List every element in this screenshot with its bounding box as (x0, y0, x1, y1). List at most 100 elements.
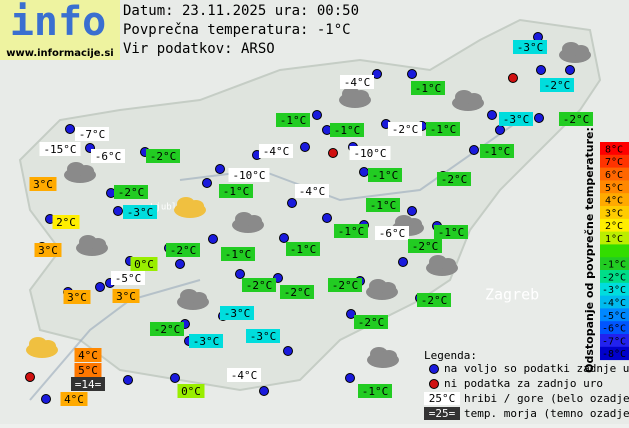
station-dot (407, 69, 417, 79)
scale-label: -1°C (602, 260, 626, 271)
legend-text: temp. morja (temno ozadje) (464, 407, 629, 420)
scale-label: -8°C (602, 349, 626, 360)
station-label-bg (123, 205, 157, 219)
station-dot (113, 206, 123, 216)
station-label-bg (52, 215, 80, 229)
station-label: -3°C (250, 330, 277, 343)
station-label: -1°C (225, 248, 252, 261)
station-label: -3°C (224, 307, 251, 320)
station-dot (565, 65, 575, 75)
station-label: -1°C (438, 226, 465, 239)
scale-cell (600, 270, 629, 284)
station-label-bg (111, 271, 145, 285)
scale-cell (600, 218, 629, 233)
station-label: -4°C (344, 76, 371, 89)
scale-cell (600, 257, 629, 271)
scale-cell (600, 180, 629, 194)
station-dot (487, 110, 497, 120)
station-label-bg (114, 185, 148, 199)
scale-label: 5°C (605, 183, 623, 194)
scale-label: -6°C (602, 324, 626, 335)
station-label: 0°C (134, 258, 154, 271)
station-dot (279, 233, 289, 243)
station-label: -2°C (284, 286, 311, 299)
legend-sample: 25°C (429, 392, 456, 405)
station-label: -2°C (246, 279, 273, 292)
station-label: -1°C (223, 185, 250, 198)
scale-title: Odstopanje od povprečne temperature: (583, 127, 596, 373)
scale-cell (600, 346, 629, 361)
station-label-bg (334, 224, 368, 238)
cloud-icon (573, 45, 589, 57)
scale-cell (600, 295, 629, 309)
station-label: -1°C (430, 123, 457, 136)
station-dot-missing (328, 148, 338, 158)
scale-cell (600, 231, 629, 245)
scale-cell (600, 321, 629, 335)
station-label-bg (74, 348, 102, 362)
station-label-bg (295, 184, 329, 198)
station-label: 0°C (181, 385, 201, 398)
cloud-icon (246, 215, 262, 227)
scale-label: 4°C (605, 196, 623, 207)
legend-red-dot (429, 379, 439, 389)
station-label: -2°C (563, 113, 590, 126)
station-label-bg (559, 112, 593, 126)
station-label: -2°C (332, 279, 359, 292)
station-label-bg (112, 289, 140, 303)
logo-bg (0, 0, 120, 60)
station-label-bg (276, 113, 310, 127)
place-label: Zagreb (485, 286, 539, 304)
station-label-bg (146, 149, 180, 163)
station-label-bg (408, 239, 442, 253)
station-label-bg (417, 293, 451, 307)
station-label-bg (166, 243, 200, 257)
scale-label: 1°C (605, 234, 623, 245)
station-label-bg (366, 198, 400, 212)
station-label: =14= (75, 378, 102, 391)
station-label: -10°C (353, 147, 386, 160)
station-label-bg (499, 112, 533, 126)
station-dot (534, 113, 544, 123)
station-dot (398, 257, 408, 267)
station-label-bg (177, 384, 205, 398)
legend-text: hribi / gore (belo ozadje) (464, 392, 629, 405)
station-dot (495, 125, 505, 135)
station-label: -5°C (115, 272, 142, 285)
scale-cell (600, 167, 629, 181)
station-label-bg (426, 122, 460, 136)
station-label-bg (388, 122, 422, 136)
station-dot (407, 206, 417, 216)
station-label: -1°C (372, 169, 399, 182)
station-label-bg (221, 247, 255, 261)
station-label-bg (375, 226, 409, 240)
station-dot (41, 394, 51, 404)
cloud-icon (90, 238, 106, 250)
scale-cell (600, 308, 629, 322)
station-label: 3°C (116, 290, 136, 303)
station-label-bg (75, 127, 109, 141)
station-label-bg (411, 81, 445, 95)
station-label: -2°C (154, 323, 181, 336)
station-dot (235, 269, 245, 279)
legend-sample-bg (424, 392, 460, 405)
station-dot (300, 142, 310, 152)
station-label-bg (434, 225, 468, 239)
station-dot (359, 167, 369, 177)
header-date: Datum: 23.11.2025 ura: 00:50 (123, 3, 359, 19)
station-dot (346, 309, 356, 319)
station-dot (259, 386, 269, 396)
cloud-icon (406, 218, 422, 230)
station-label-bg (368, 168, 402, 182)
cloud-icon (191, 292, 207, 304)
station-label: -1°C (338, 225, 365, 238)
cloud-icon (381, 350, 397, 362)
station-label: -1°C (362, 385, 389, 398)
scale-cell (600, 334, 629, 348)
station-label-bg (358, 384, 392, 398)
legend-text: na voljo so podatki zadnje ure (444, 362, 629, 375)
station-label-bg (74, 363, 102, 377)
scale-cell (600, 142, 629, 156)
station-label-bg (259, 144, 293, 158)
